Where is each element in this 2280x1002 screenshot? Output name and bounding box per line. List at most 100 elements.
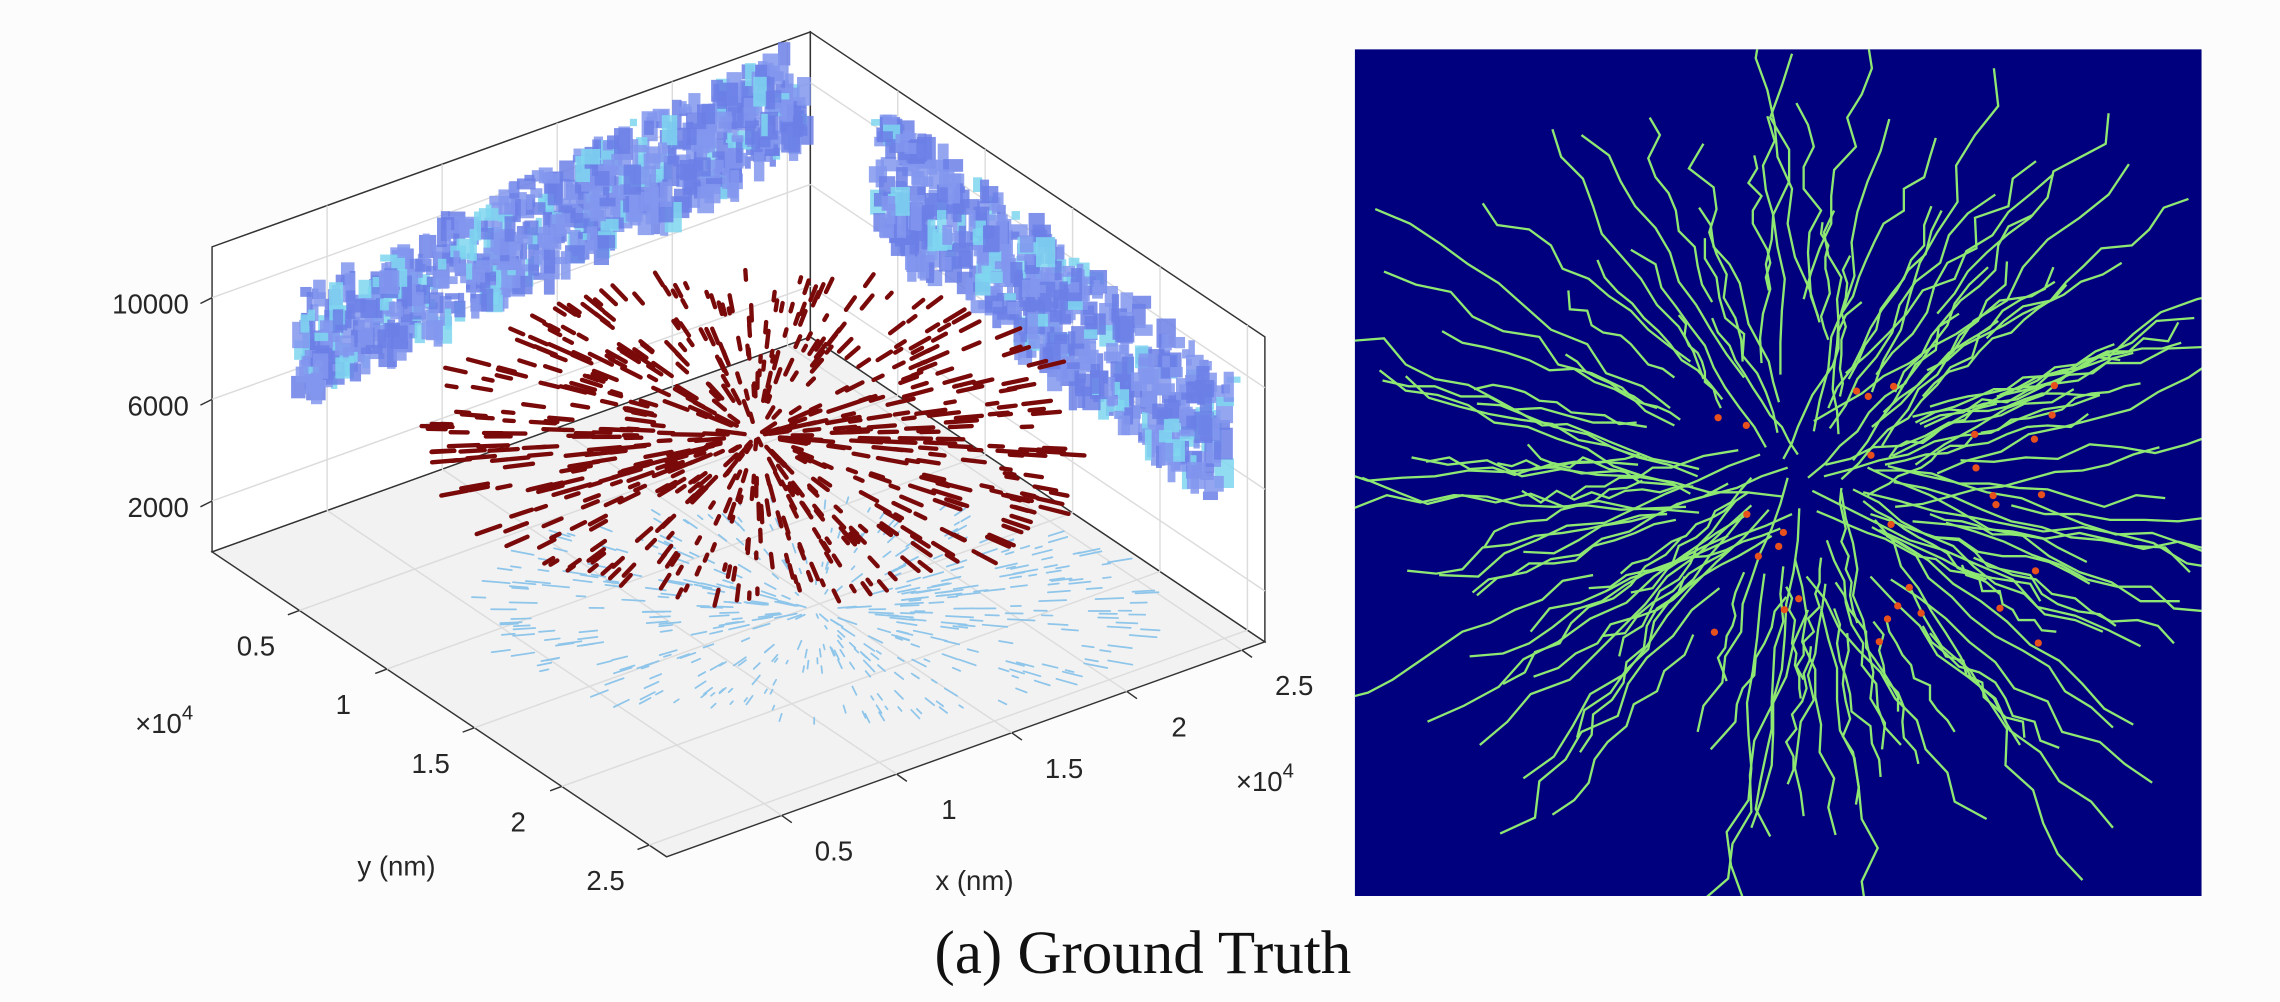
cloud-segment (543, 429, 572, 430)
skeleton-node (1971, 431, 1978, 438)
wall-projection (761, 114, 768, 136)
cloud-segment (697, 537, 700, 543)
cloud-segment (790, 565, 793, 577)
cloud-segment (447, 386, 457, 388)
wall-projection (581, 149, 600, 164)
wall-projection (969, 210, 976, 229)
wall-projection (1022, 280, 1040, 297)
cloud-segment (920, 448, 936, 449)
wall-projection (1174, 337, 1185, 348)
wall-projection (766, 91, 775, 109)
wall-projection (785, 73, 794, 92)
cloud-segment (843, 413, 854, 416)
wall-projection (1057, 244, 1064, 259)
cloud-segment (724, 564, 725, 569)
wall-projection (1084, 329, 1097, 338)
cloud-segment (1006, 477, 1017, 479)
cloud-segment (918, 460, 939, 463)
cloud-segment (969, 449, 981, 450)
wall-projection (1145, 429, 1152, 460)
cloud-segment (685, 283, 687, 288)
cloud-segment (432, 451, 455, 452)
cloud-segment (511, 618, 531, 619)
cloud-segment (650, 616, 670, 617)
wall-projection (694, 157, 711, 176)
wall-projection (1026, 349, 1032, 358)
wall-projection (1047, 332, 1067, 344)
wall-projection (350, 363, 361, 381)
wall-projection (984, 225, 995, 238)
wall-projection (476, 260, 491, 272)
skeleton-node (2032, 567, 2039, 574)
wall-projection (600, 198, 616, 207)
cloud-segment (987, 403, 997, 404)
x-tick-label: 1 (941, 794, 956, 825)
wall-projection (333, 309, 344, 332)
cloud-segment (462, 414, 486, 416)
wall-projection (624, 165, 641, 195)
cloud-segment (763, 362, 764, 370)
cloud-segment (827, 539, 830, 543)
axes-3d: 20006000100000.511.522.50.511.522.5x (nm… (112, 32, 1313, 896)
cloud-segment (900, 438, 931, 439)
cloud-segment (723, 304, 726, 314)
wall-projection (975, 228, 981, 236)
wall-projection (453, 251, 459, 271)
wall-projection (754, 152, 764, 181)
cloud-segment (729, 308, 730, 313)
skeleton-node (1906, 584, 1913, 591)
wall-projection (793, 116, 803, 137)
skeleton-node (1781, 606, 1788, 613)
tick-mark (1127, 691, 1137, 698)
wall-projection (1091, 364, 1100, 394)
page: 20006000100000.511.522.50.511.522.5x (nm… (0, 0, 2280, 1002)
z-tick-label: 10000 (112, 289, 189, 320)
cloud-segment (512, 588, 528, 589)
wall-projection (391, 326, 408, 350)
wall-projection (1059, 281, 1068, 310)
wall-projection (1224, 372, 1234, 402)
skeleton-node (2038, 491, 2045, 498)
wall-projection (1194, 412, 1212, 443)
wall-projection (882, 115, 896, 125)
cloud-segment (610, 451, 625, 453)
cloud-segment (925, 442, 955, 443)
cloud-segment (991, 490, 1001, 492)
cloud-segment (710, 502, 713, 507)
wall-projection (479, 208, 499, 221)
cloud-segment (478, 445, 508, 446)
wall-projection (1204, 476, 1224, 492)
wall-projection (561, 251, 571, 279)
wall-projection (879, 228, 892, 237)
cloud-segment (489, 449, 517, 451)
wall-projection (638, 213, 654, 235)
wall-projection (1004, 293, 1016, 300)
cloud-segment (798, 584, 800, 590)
wall-projection (542, 173, 560, 183)
cloud-segment (832, 432, 860, 433)
cloud-segment (1005, 473, 1015, 474)
exponent-base: ×10 (1236, 766, 1283, 797)
skeleton-node (1867, 452, 1874, 459)
cloud-segment (550, 486, 560, 489)
wall-projection (680, 160, 697, 180)
skeleton-node (1887, 521, 1894, 528)
wall-projection (423, 234, 430, 264)
wall-projection (296, 367, 302, 383)
wall-projection (534, 250, 542, 265)
wall-projection (758, 137, 770, 147)
x-tick-label: 1.5 (1045, 753, 1083, 784)
cloud-segment (950, 446, 971, 447)
wall-projection (509, 183, 519, 194)
skeleton-node (2051, 382, 2058, 389)
wall-projection (358, 320, 374, 348)
image-panel (1355, 49, 2202, 896)
cloud-segment (822, 562, 823, 566)
cloud-segment (733, 568, 735, 580)
cloud-segment (1048, 583, 1058, 584)
tick-mark (200, 298, 212, 304)
wall-projection (917, 134, 926, 144)
cloud-segment (539, 631, 554, 632)
cloud-segment (716, 516, 719, 523)
cloud-segment (576, 596, 585, 597)
